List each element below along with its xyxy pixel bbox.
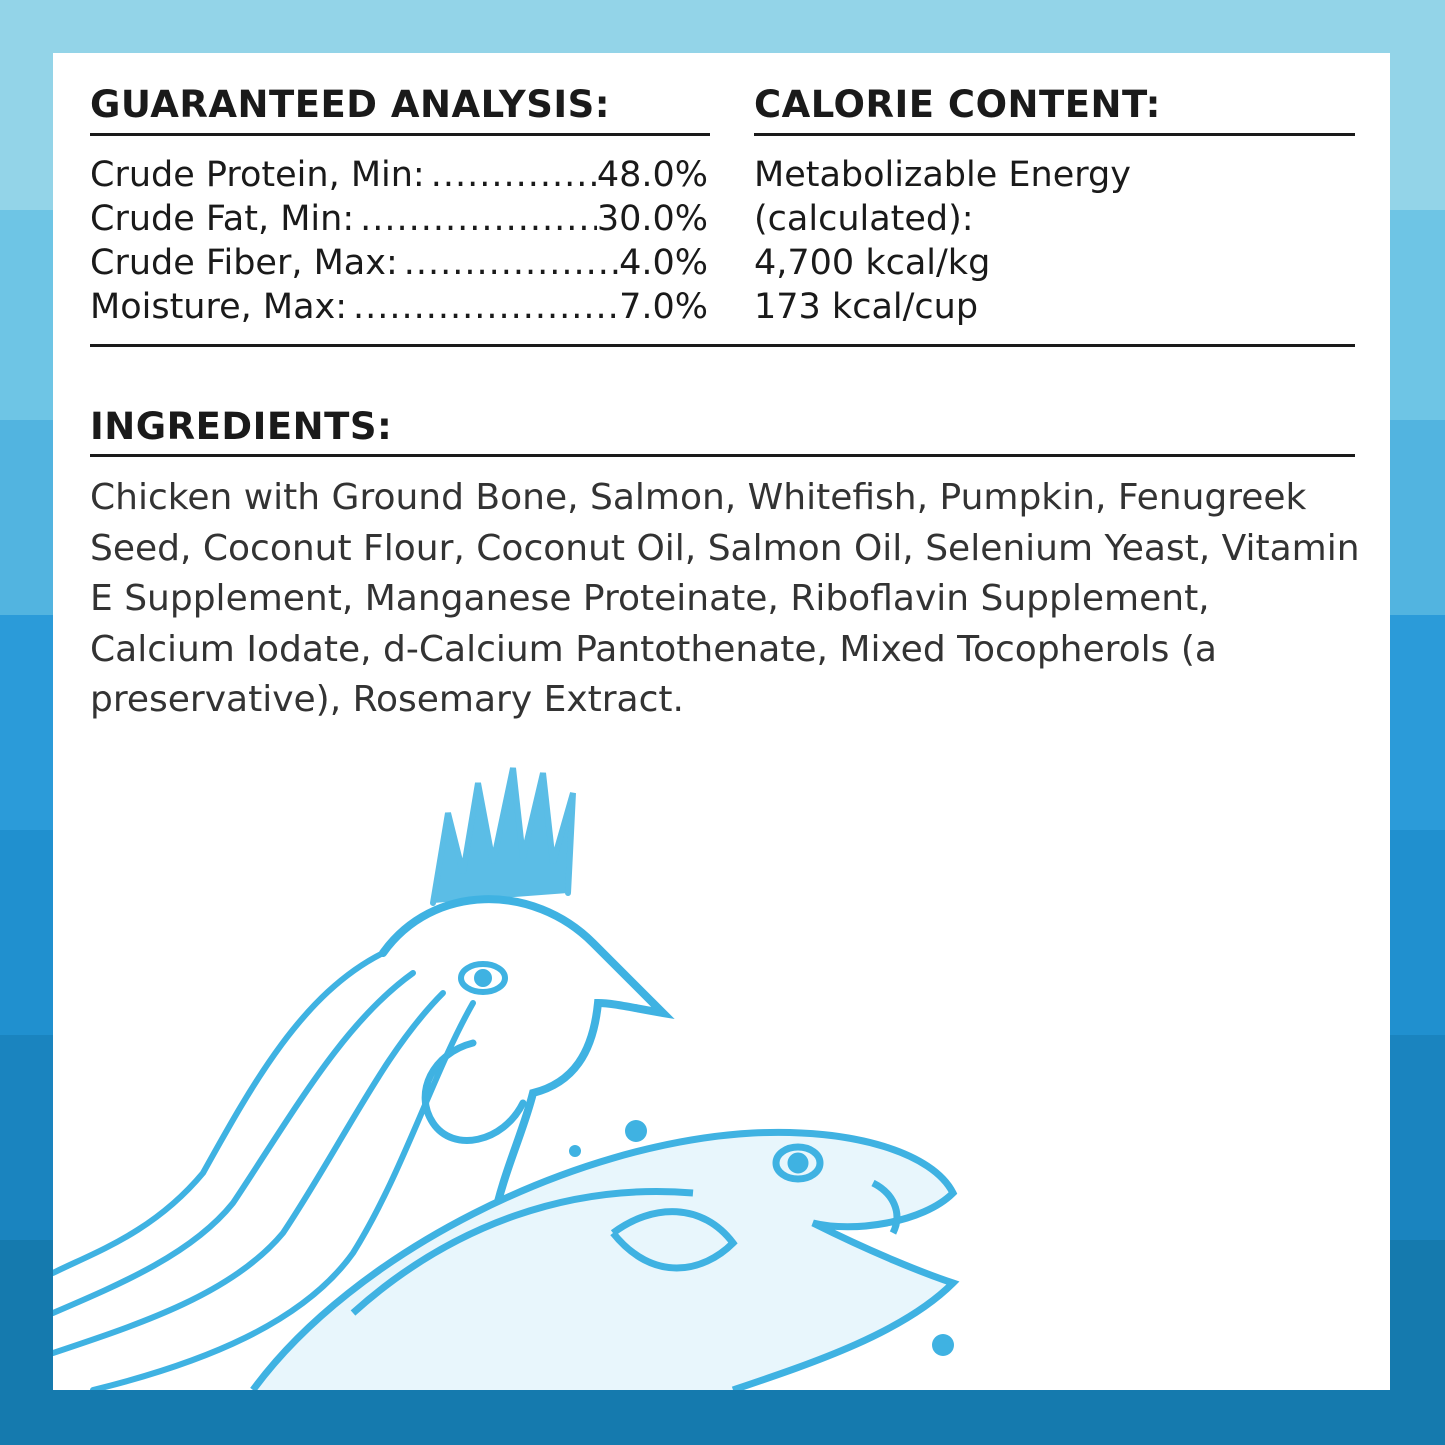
analysis-value: 48.0% bbox=[596, 155, 708, 195]
leader-dots bbox=[398, 241, 619, 285]
analysis-label: Crude Fiber, Max: bbox=[90, 243, 398, 283]
analysis-row: Crude Fat, Min: 30.0% bbox=[90, 197, 708, 241]
divider bbox=[90, 344, 1355, 347]
analysis-row: Moisture, Max: 7.0% bbox=[90, 285, 708, 329]
chicken-illustration bbox=[53, 767, 675, 1390]
analysis-value: 30.0% bbox=[596, 199, 708, 239]
analysis-row: Crude Fiber, Max: 4.0% bbox=[90, 241, 708, 285]
calorie-line: 173 kcal/cup bbox=[754, 287, 979, 327]
calorie-line: Metabolizable Energy bbox=[754, 155, 1131, 195]
divider bbox=[90, 454, 1355, 457]
calorie-line: (calculated): bbox=[754, 199, 974, 239]
analysis-label: Crude Fat, Min: bbox=[90, 199, 355, 239]
guaranteed-analysis-title: GUARANTEED ANALYSIS: bbox=[90, 83, 611, 126]
leader-dots bbox=[354, 197, 597, 241]
divider bbox=[754, 133, 1355, 136]
ingredients-text: Chicken with Ground Bone, Salmon, Whitef… bbox=[90, 477, 1360, 720]
salmon-illustration bbox=[250, 1128, 960, 1390]
ingredients-title: INGREDIENTS: bbox=[90, 405, 393, 448]
analysis-value: 4.0% bbox=[619, 243, 708, 283]
calorie-line: 4,700 kcal/kg bbox=[754, 243, 991, 283]
analysis-label: Crude Protein, Min: bbox=[90, 155, 425, 195]
analysis-value: 7.0% bbox=[619, 287, 708, 327]
divider bbox=[90, 133, 710, 136]
label-panel: GUARANTEED ANALYSIS: CALORIE CONTENT: Cr… bbox=[53, 53, 1390, 1390]
analysis-row: Crude Protein, Min: 48.0% bbox=[90, 153, 708, 197]
analysis-label: Moisture, Max: bbox=[90, 287, 348, 327]
leader-dots bbox=[425, 153, 597, 197]
calorie-content-title: CALORIE CONTENT: bbox=[754, 83, 1161, 126]
leader-dots bbox=[347, 285, 619, 329]
bubble-icons bbox=[569, 1120, 954, 1356]
chicken-salmon-illustration bbox=[53, 767, 960, 1390]
